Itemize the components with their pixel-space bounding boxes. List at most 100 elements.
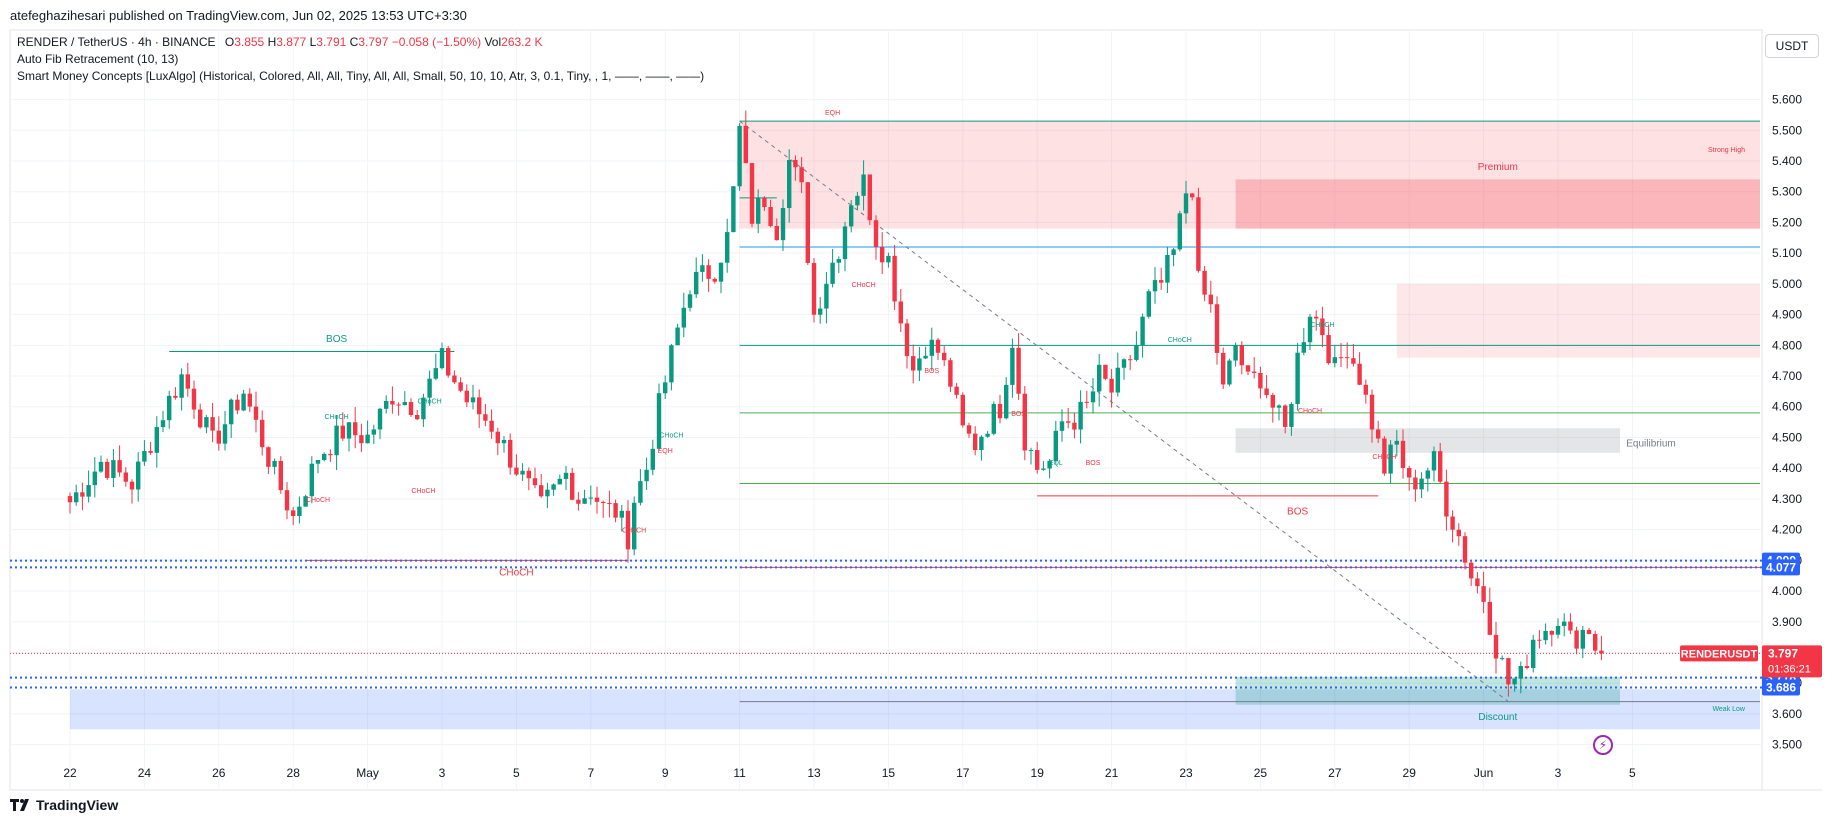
candle-body [501, 439, 507, 444]
candle-body [1400, 440, 1406, 469]
candle-body [1276, 405, 1282, 408]
candle-body [1041, 468, 1046, 470]
candle-body [365, 434, 370, 444]
candle-body [371, 429, 376, 435]
price-tick-label: 4.200 [1772, 523, 1802, 537]
flash-icon[interactable]: ⚡ [1593, 735, 1613, 755]
currency-selector[interactable]: USDT [1765, 34, 1819, 58]
candle-body [929, 339, 934, 356]
candle-body [706, 265, 711, 279]
candle-body [1593, 634, 1598, 651]
candle-body [322, 453, 327, 460]
date-tick-label: 25 [1254, 766, 1268, 780]
low-value: 3.791 [316, 35, 347, 49]
indicator-fib[interactable]: Auto Fib Retracement (10, 13) [17, 52, 179, 66]
date-tick-label: 3 [439, 766, 446, 780]
level-badge [1762, 559, 1800, 576]
candle-body [1035, 450, 1040, 470]
candle-body [340, 425, 345, 439]
candle-body [638, 481, 643, 503]
date-tick-label: 11 [733, 766, 746, 780]
publish-info: atefeghazihesari published on TradingVie… [10, 8, 467, 23]
candle-body [886, 255, 891, 263]
candle-body [923, 355, 928, 359]
candle-body [1543, 630, 1548, 641]
weak-low-label: Weak Low [1712, 706, 1745, 713]
candle-body [1338, 357, 1344, 359]
candle-body [1022, 393, 1027, 451]
candle-body [1413, 477, 1418, 490]
candle-body [1382, 438, 1387, 474]
candle-body [867, 174, 872, 221]
candle-body [1066, 421, 1071, 423]
date-tick-label: 23 [1179, 766, 1193, 780]
candle-body [1010, 347, 1015, 385]
candle-body [142, 450, 147, 462]
premium-zone [739, 121, 1760, 229]
candle-body [873, 220, 879, 248]
structure-label: BOS [326, 334, 347, 345]
candle-body [1481, 586, 1486, 602]
candle-body [935, 339, 941, 353]
candle-body [421, 397, 426, 420]
candle-body [1320, 318, 1325, 336]
candle-body [656, 393, 662, 449]
date-tick-label: 9 [662, 766, 669, 780]
candle-body [105, 461, 110, 478]
symbol-row[interactable]: RENDER / TetherUS · 4h · BINANCE O3.855 … [17, 34, 704, 51]
discount-zone [70, 689, 1760, 730]
footer-brand[interactable]: TradingView [10, 797, 118, 813]
candle-body [1121, 359, 1127, 368]
candle-body [334, 425, 339, 456]
candle-body [1084, 401, 1089, 403]
candle-body [415, 415, 420, 420]
candle-body [229, 399, 234, 425]
candle-body [917, 358, 922, 371]
candle-body [216, 430, 221, 444]
structure-label: BOS [1287, 506, 1308, 517]
symbol-title[interactable]: RENDER / TetherUS · 4h · BINANCE [17, 35, 216, 49]
price-tick-label: 5.100 [1772, 246, 1802, 260]
candle-body [1568, 621, 1573, 631]
price-tick-label: 5.000 [1772, 277, 1802, 291]
level-badge-label: 3.686 [1766, 681, 1796, 695]
structure-label: BOS [924, 368, 939, 375]
candle-body [793, 159, 798, 168]
candle-body [1072, 422, 1077, 430]
candle-body [1109, 378, 1114, 393]
candle-body [80, 492, 85, 497]
current-price-label: 3.797 [1768, 646, 1798, 660]
candle-body [1524, 665, 1530, 669]
candle-body [123, 472, 128, 482]
candle-body [1090, 391, 1096, 403]
strong-high-label: Strong High [1708, 147, 1745, 154]
candle-body [625, 510, 631, 550]
structure-label: CHoCH [418, 399, 442, 406]
candle-body [570, 472, 575, 500]
candle-body [396, 404, 401, 406]
structure-label: BOS [1011, 411, 1026, 418]
candle-body [1493, 634, 1499, 659]
candle-body [799, 167, 804, 183]
candle-body [1376, 429, 1381, 439]
candle-body [1407, 468, 1412, 478]
candle-body [644, 469, 649, 482]
indicator-smc[interactable]: Smart Money Concepts [LuxAlgo] (Historic… [17, 69, 705, 83]
price-tick-label: 3.500 [1772, 738, 1802, 752]
structure-label: BOS [1086, 460, 1101, 467]
price-tick-label: 4.600 [1772, 400, 1802, 414]
candle-body [1301, 342, 1306, 353]
time-axis: 22 24 26 28 May 3 5 7 9 11 13 15 17 19 21 23 25 27 29 Jun 3 5 [63, 766, 1636, 780]
candle-body [1580, 629, 1585, 649]
candle-body [1190, 193, 1195, 198]
candle-body [303, 496, 308, 507]
candle-body [129, 481, 135, 490]
price-tick-label: 4.400 [1772, 461, 1802, 475]
candle-body [253, 406, 259, 420]
date-tick-label: 24 [138, 766, 152, 780]
candle-body [1586, 629, 1592, 635]
level-badge [1762, 679, 1800, 696]
price-tick-label: 4.300 [1772, 492, 1802, 506]
candle-body [1103, 364, 1108, 379]
